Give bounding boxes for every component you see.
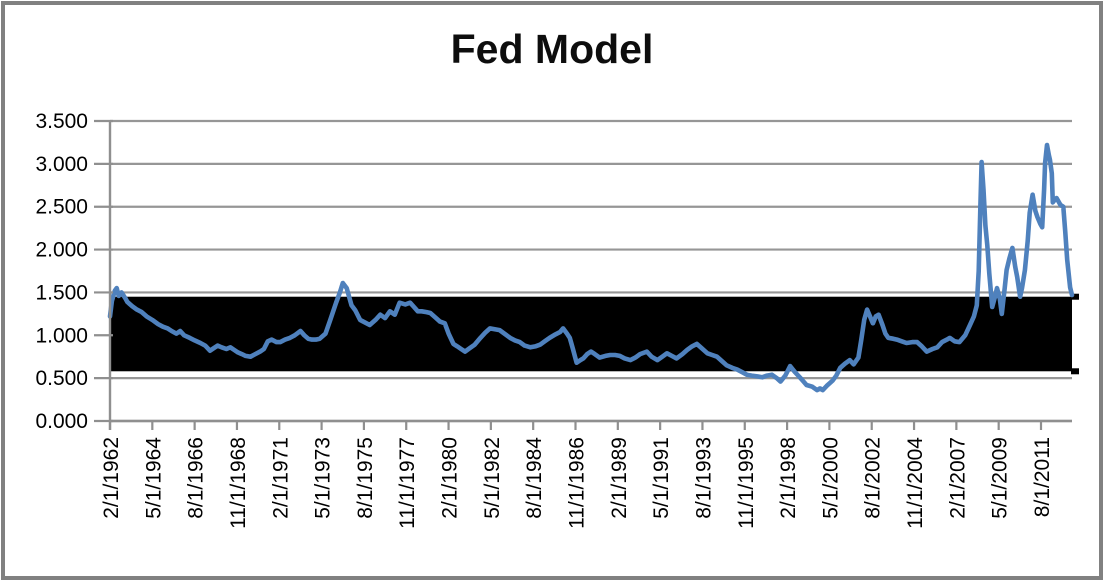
x-axis-label: 8/1/1993	[692, 437, 715, 519]
x-axis-label: 11/1/1995	[735, 437, 758, 529]
y-axis-label: 0.500	[35, 367, 88, 390]
x-axis-label: 2/1/1971	[269, 437, 292, 519]
x-axis-label: 5/1/2009	[989, 437, 1012, 519]
y-axis-label: 0.000	[35, 410, 88, 433]
axes	[94, 119, 1072, 430]
x-axis-label: 2/1/1962	[100, 437, 123, 519]
x-axis-label: 2/1/2007	[946, 437, 969, 519]
y-axis-label: 3.500	[35, 110, 88, 133]
x-axis-label: 11/1/1986	[566, 437, 589, 529]
line-series	[107, 142, 1075, 393]
band-edge-tick	[1071, 293, 1079, 300]
x-axis-label: 8/1/1966	[185, 437, 208, 519]
x-axis-label: 2/1/1989	[608, 437, 631, 519]
y-axis-label: 3.000	[35, 153, 88, 176]
axis-labels: 3.500 3.000 2.500 2.000 1.500 1.000 0.500 0.000…	[35, 110, 1054, 529]
y-axis-label: 2.500	[35, 196, 88, 219]
x-axis-label: 5/1/1973	[312, 437, 335, 519]
band-rect	[110, 296, 1072, 372]
y-axis-label: 2.000	[35, 239, 88, 262]
x-axis-label: 8/1/1975	[354, 437, 377, 519]
x-axis-label: 5/1/1964	[142, 437, 165, 519]
x-axis-label: 8/1/2011	[1031, 437, 1054, 517]
x-axis-label: 11/1/1977	[396, 437, 419, 529]
chart-title: Fed Model	[450, 26, 654, 72]
gridlines	[110, 119, 1072, 423]
fed-model-line	[107, 142, 1075, 393]
x-axis-label: 5/1/1982	[481, 437, 504, 519]
reference-band	[110, 293, 1079, 375]
x-axis-label: 2/1/1998	[777, 437, 800, 519]
x-axis-label: 8/1/2002	[862, 437, 885, 519]
x-axis-label: 8/1/1984	[523, 437, 546, 519]
y-axis-label: 1.500	[35, 281, 88, 304]
x-axis-label: 2/1/1980	[439, 437, 462, 519]
band-edge-tick	[1071, 368, 1079, 375]
x-axis-label: 11/1/2004	[904, 437, 927, 529]
x-axis-label: 5/1/1991	[650, 437, 673, 519]
y-axis-label: 1.000	[35, 324, 88, 347]
x-axis-label: 11/1/1968	[227, 437, 250, 529]
x-axis-label: 5/1/2000	[819, 437, 842, 519]
